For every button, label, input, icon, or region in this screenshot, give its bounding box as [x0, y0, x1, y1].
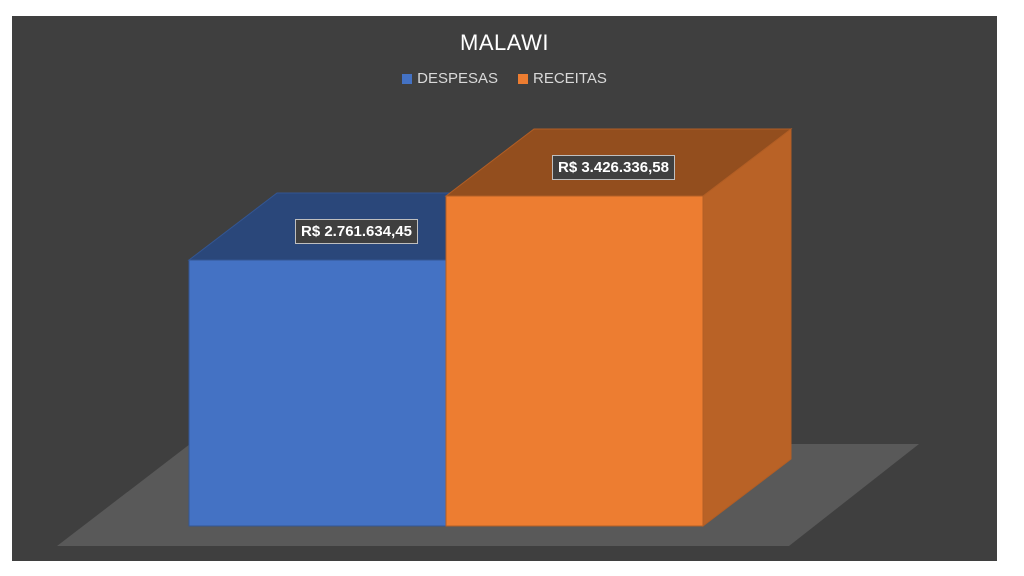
bar-receitas [445, 195, 704, 527]
bar-side-receitas [702, 127, 792, 528]
legend: DESPESAS RECEITAS [12, 70, 997, 87]
plot-area [57, 127, 919, 546]
legend-label-receitas: RECEITAS [532, 70, 607, 87]
legend-swatch-despesas [402, 73, 413, 84]
legend-label-despesas: DESPESAS [417, 70, 498, 87]
legend-item-despesas: DESPESAS [402, 70, 498, 87]
data-label-receitas: R$ 3.426.336,58 [552, 155, 675, 180]
legend-swatch-receitas [517, 73, 528, 84]
legend-item-receitas: RECEITAS [517, 70, 607, 87]
data-label-despesas: R$ 2.761.634,45 [295, 219, 418, 245]
chart-area: MALAWI DESPESAS RECEITAS R$ 2.761.634,45… [12, 16, 997, 561]
bar-despesas [188, 259, 447, 527]
chart-title: MALAWI [460, 30, 549, 55]
